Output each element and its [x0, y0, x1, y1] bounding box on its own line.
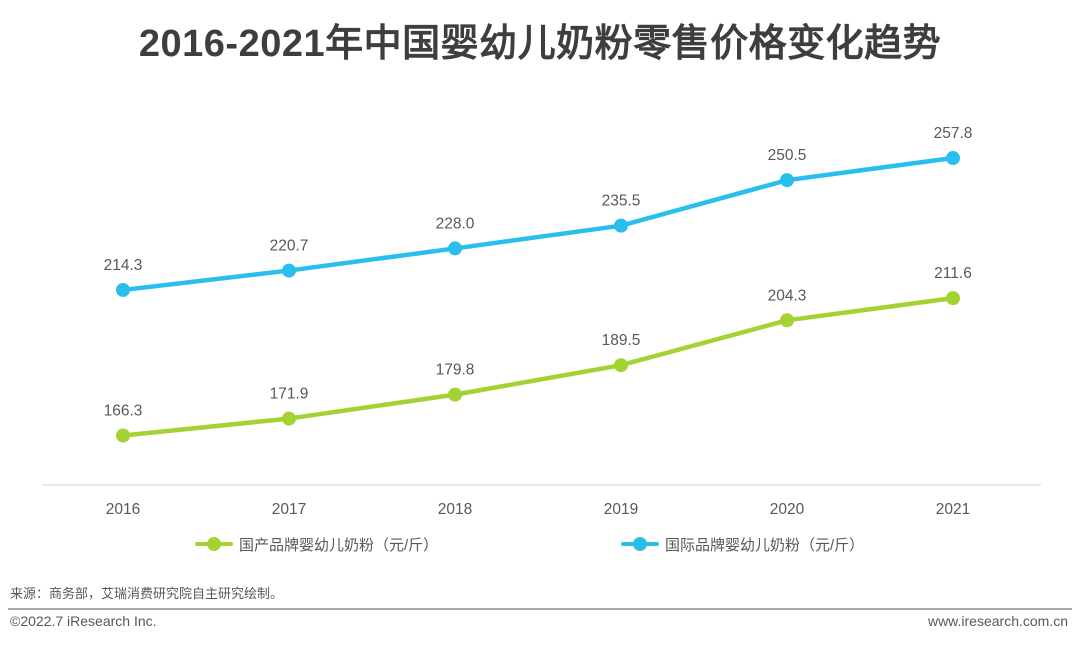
data-point-marker	[448, 241, 462, 256]
legend-label-international: 国际品牌婴幼儿奶粉（元/斤）	[665, 536, 865, 554]
data-point-label: 257.8	[934, 125, 973, 142]
x-axis-tick-label: 2019	[604, 501, 638, 518]
legend-line-marker-green-icon	[195, 537, 233, 551]
data-point-label: 166.3	[104, 403, 143, 420]
legend-item-international: 国际品牌婴幼儿奶粉（元/斤）	[621, 534, 864, 554]
data-point-marker	[282, 263, 296, 278]
series-line-0	[120, 295, 956, 438]
price-trend-line-chart: 2016 2017 2018 2019 2020 2021 166.3 171.9 179.8 1…	[42, 125, 1041, 518]
x-axis-tick-label: 2017	[272, 501, 306, 518]
legend-item-domestic: 国产品牌婴幼儿奶粉（元/斤）	[195, 534, 438, 554]
data-point-label: 235.5	[602, 193, 641, 210]
legend-line-marker-blue-icon	[621, 537, 659, 551]
series-line-1	[120, 155, 956, 293]
website-link[interactable]: www.iresearch.com.cn	[927, 613, 1068, 629]
data-point-marker	[946, 151, 960, 166]
x-axis-tick-label: 2018	[438, 501, 472, 518]
data-point-label: 250.5	[768, 147, 807, 164]
data-point-label: 204.3	[768, 287, 807, 304]
data-point-marker	[614, 358, 628, 373]
footer-divider	[8, 608, 1072, 610]
data-point-label: 228.0	[436, 215, 475, 232]
data-point-label: 189.5	[602, 332, 641, 349]
source-note: 来源：商务部，艾瑞消费研究院自主研究绘制。	[10, 586, 284, 601]
legend-dot-green-icon	[207, 537, 221, 551]
data-point-marker	[614, 218, 628, 233]
data-point-label: 179.8	[436, 362, 475, 379]
data-point-marker	[780, 313, 794, 328]
data-point-label: 171.9	[270, 386, 309, 403]
data-point-marker	[116, 282, 130, 297]
data-point-marker	[282, 411, 296, 426]
copyright-text: ©2022.7 iResearch Inc.	[10, 613, 157, 629]
chart-title: 2016-2021年中国婴幼儿奶粉零售价格变化趋势	[138, 23, 942, 65]
data-point-marker	[116, 428, 130, 443]
data-point-marker	[448, 387, 462, 402]
data-point-label: 220.7	[270, 238, 309, 255]
x-axis-tick-label: 2020	[770, 501, 805, 518]
legend-dot-blue-icon	[633, 537, 647, 551]
data-point-marker	[780, 173, 794, 188]
chart-legend: 国产品牌婴幼儿奶粉（元/斤） 国际品牌婴幼儿奶粉（元/斤）	[0, 534, 1080, 556]
data-point-marker	[946, 291, 960, 306]
data-point-label: 211.6	[934, 265, 972, 282]
legend-label-domestic: 国产品牌婴幼儿奶粉（元/斤）	[239, 536, 439, 554]
x-axis-tick-label: 2021	[936, 501, 970, 518]
x-axis-tick-label: 2016	[106, 501, 140, 518]
data-point-label: 214.3	[104, 257, 143, 274]
